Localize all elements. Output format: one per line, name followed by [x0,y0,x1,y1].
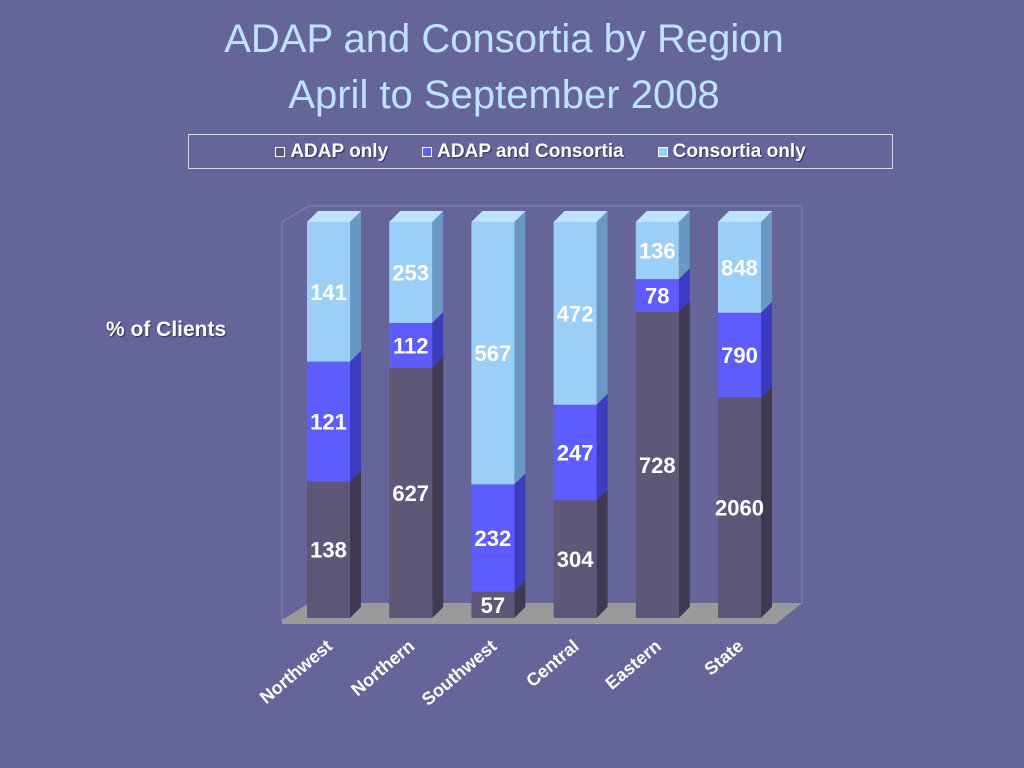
category-label-eastern: Eastern [601,636,664,694]
bar-southwest-adap-only [471,591,515,618]
bar-side-state-adap-and-consortia [761,301,772,398]
bar-northern-adap-and-consortia [389,322,433,368]
bar-top-state [718,211,772,222]
category-label-central: Central [522,636,582,691]
bar-northern-consortia-only [389,222,433,323]
data-label-northwest-adap-only: 138 [310,538,347,563]
bar-eastern-consortia-only [635,222,679,280]
bar-side-southwest-adap-and-consortia [514,473,526,592]
bar-side-eastern-consortia-only [678,211,690,280]
data-label-eastern-adap-only: 728 [639,453,676,478]
chart-title-line-2: April to September 2008 [288,73,720,117]
legend-item-adap-and-consortia: ADAP and Consortia [422,141,624,163]
legend-label-adap-and-consortia: ADAP and Consortia [437,140,624,162]
bar-side-northwest-consortia-only [350,211,361,362]
bar-side-northern-consortia-only [432,211,444,323]
bar-southwest-consortia-only [471,222,515,485]
bar-state-consortia-only [718,222,761,313]
bar-northwest-adap-only [307,481,350,618]
bar-eastern-adap-and-consortia [635,279,679,312]
y-axis-label: % of Clients [106,318,227,341]
bar-side-eastern-adap-and-consortia [678,268,690,312]
bar-side-central-consortia-only [596,211,608,405]
bar-top-northwest [307,211,361,222]
data-label-southwest-adap-and-consortia: 232 [475,526,512,551]
data-label-southwest-adap-only: 57 [481,593,505,618]
data-label-northern-adap-only: 627 [392,481,429,506]
bar-side-northwest-adap-and-consortia [350,350,361,482]
bar-central-adap-and-consortia [553,404,597,501]
data-label-central-adap-only: 304 [557,547,594,572]
data-label-eastern-adap-and-consortia: 78 [645,284,669,309]
category-label-northern: Northern [347,636,418,700]
bar-state-adap-only [718,397,761,618]
data-label-southwest-consortia-only: 567 [475,341,512,366]
bar-state-adap-and-consortia [718,312,761,398]
legend-label-adap-only: ADAP only [290,140,389,162]
category-label-northwest: Northwest [256,636,336,708]
bar-southwest-adap-and-consortia [471,484,515,592]
bar-side-southwest-adap-only [514,580,526,618]
legend-swatch-consortia-only [657,146,668,157]
bar-top-southwest [471,211,526,222]
bar-central-consortia-only [553,222,597,405]
bar-top-central [553,211,608,222]
bar-central-adap-only [553,500,597,618]
bar-top-northern [389,211,444,222]
bar-side-northwest-adap-only [350,470,361,618]
legend-swatch-adap-only [275,146,286,157]
chart-title-line-1: ADAP and Consortia by Region [224,17,784,61]
data-label-northern-adap-and-consortia: 112 [393,333,429,358]
category-label-state: State [700,636,747,680]
bar-side-state-adap-only [761,386,772,618]
data-label-central-adap-and-consortia: 247 [557,441,594,466]
legend-label-consortia-only: Consortia only [672,140,806,162]
bar-side-southwest-consortia-only [514,211,526,485]
data-label-northwest-adap-and-consortia: 121 [310,409,347,434]
data-label-eastern-consortia-only: 136 [639,239,676,264]
data-label-northwest-consortia-only: 141 [310,280,347,305]
data-label-state-adap-and-consortia: 790 [721,343,758,368]
legend-item-consortia-only: Consortia only [657,140,806,163]
data-label-state-consortia-only: 848 [721,255,758,280]
bar-side-central-adap-and-consortia [596,393,608,501]
bar-side-state-consortia-only [761,211,772,313]
data-label-northern-consortia-only: 253 [392,260,429,285]
bar-northwest-consortia-only [307,222,350,362]
bar-side-northern-adap-and-consortia [432,311,444,368]
bar-eastern-adap-only [635,311,679,618]
bar-side-eastern-adap-only [678,300,690,618]
bar-top-eastern [635,211,690,222]
bar-side-northern-adap-only [432,356,444,618]
data-label-central-consortia-only: 472 [557,301,594,326]
legend-item-adap-only: ADAP only [275,141,388,163]
bar-northwest-adap-and-consortia [307,361,350,482]
category-label-southwest: Southwest [418,636,501,710]
chart-legend: ADAP only ADAP and Consortia Consortia o… [188,134,893,169]
data-label-state-adap-only: 2060 [715,496,764,521]
legend-swatch-adap-and-consortia [422,146,433,157]
bar-side-central-adap-only [596,489,608,618]
bar-northern-adap-only [389,367,433,618]
